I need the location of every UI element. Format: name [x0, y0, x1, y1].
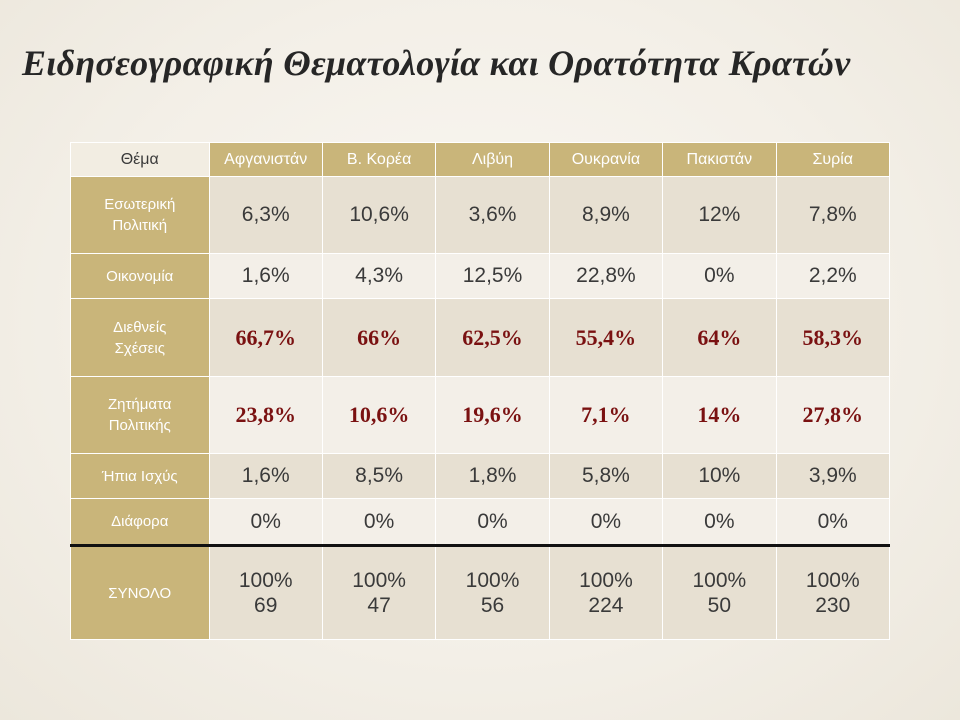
- total-count: 56: [480, 594, 505, 618]
- table-row: Διάφορα 0% 0% 0% 0% 0% 0%: [70, 498, 891, 547]
- table-row: Ήπια Ισχύς 1,6% 8,5% 1,8% 5,8% 10% 3,9%: [70, 453, 891, 500]
- header-topic: Θέμα: [70, 142, 210, 177]
- header-country: Β. Κορέα: [321, 142, 437, 177]
- row-label-line: Σχέσεις: [114, 339, 165, 357]
- table-cell: 14%: [662, 375, 777, 455]
- table-cell: 0%: [662, 253, 777, 300]
- total-percent: 100%: [579, 569, 633, 593]
- total-percent: 100%: [352, 569, 406, 593]
- table-cell: 5,8%: [548, 453, 664, 500]
- total-percent: 100%: [805, 569, 860, 593]
- total-cell: 100% 224: [548, 544, 664, 640]
- row-label: Οικονομία: [70, 253, 210, 300]
- table-cell: 3,9%: [775, 453, 891, 500]
- table-cell: 55,4%: [548, 298, 664, 377]
- table-cell: 0%: [435, 498, 550, 547]
- row-label-line: Διεθνείς: [113, 318, 167, 336]
- table-cell: 2,2%: [775, 253, 891, 300]
- topic-table: Θέμα Αφγανιστάν Β. Κορέα Λιβύη Ουκρανία …: [70, 142, 891, 640]
- row-label: Εσωτερική Πολιτική: [70, 175, 210, 255]
- table-cell: 0%: [208, 498, 323, 547]
- table-cell: 10,6%: [321, 175, 437, 255]
- row-label-line: Οικονομία: [106, 267, 174, 285]
- table-cell: 58,3%: [775, 298, 891, 377]
- total-percent: 100%: [238, 569, 293, 593]
- total-count: 224: [588, 594, 624, 618]
- total-count: 50: [707, 594, 731, 618]
- row-label-line: Πολιτικής: [108, 417, 171, 435]
- table-cell: 8,9%: [548, 175, 664, 255]
- header-country: Συρία: [775, 142, 891, 177]
- table-cell: 0%: [662, 498, 777, 547]
- table-cell: 12,5%: [435, 253, 550, 300]
- table-cell: 0%: [548, 498, 664, 547]
- table-cell: 23,8%: [208, 375, 323, 455]
- table-row: Ζητήματα Πολιτικής 23,8% 10,6% 19,6% 7,1…: [70, 375, 891, 455]
- total-cell: 100% 47: [321, 544, 437, 640]
- total-count: 47: [367, 594, 391, 618]
- table-cell: 6,3%: [208, 175, 323, 255]
- table-row: Εσωτερική Πολιτική 6,3% 10,6% 3,6% 8,9% …: [70, 175, 891, 255]
- table-cell: 1,6%: [208, 253, 323, 300]
- total-label: ΣΥΝΟΛΟ: [70, 544, 210, 640]
- row-label: Διεθνείς Σχέσεις: [70, 298, 210, 377]
- table-cell: 1,6%: [208, 453, 323, 500]
- total-cell: 100% 50: [662, 544, 777, 640]
- table-cell: 66,7%: [208, 298, 323, 377]
- row-label-line: Ζητήματα: [108, 396, 172, 414]
- table-row: Οικονομία 1,6% 4,3% 12,5% 22,8% 0% 2,2%: [70, 253, 891, 300]
- row-label-line: Εσωτερική: [104, 196, 176, 214]
- header-country: Αφγανιστάν: [208, 142, 323, 177]
- table-cell: 66%: [321, 298, 437, 377]
- table-cell: 4,3%: [321, 253, 437, 300]
- total-percent: 100%: [465, 569, 520, 593]
- table-cell: 62,5%: [435, 298, 550, 377]
- table-cell: 7,1%: [548, 375, 664, 455]
- table-cell: 3,6%: [435, 175, 550, 255]
- table-cell: 64%: [662, 298, 777, 377]
- total-count: 230: [815, 594, 851, 618]
- row-label: Ήπια Ισχύς: [70, 453, 210, 500]
- table-cell: 22,8%: [548, 253, 664, 300]
- table-header-row: Θέμα Αφγανιστάν Β. Κορέα Λιβύη Ουκρανία …: [70, 142, 891, 177]
- table-cell: 1,8%: [435, 453, 550, 500]
- header-country: Πακιστάν: [662, 142, 777, 177]
- header-country: Λιβύη: [435, 142, 550, 177]
- total-cell: 100% 69: [208, 544, 323, 640]
- slide-title: Ειδησεογραφική Θεματολογία και Ορατότητα…: [22, 43, 851, 83]
- table-cell: 8,5%: [321, 453, 437, 500]
- table-cell: 27,8%: [775, 375, 891, 455]
- total-cell: 100% 56: [435, 544, 550, 640]
- row-label-line: Διάφορα: [111, 513, 169, 531]
- header-country: Ουκρανία: [548, 142, 664, 177]
- table-cell: 10%: [662, 453, 777, 500]
- table-cell: 19,6%: [435, 375, 550, 455]
- total-cell: 100% 230: [775, 544, 891, 640]
- table-cell: 0%: [321, 498, 437, 547]
- row-label: Διάφορα: [70, 498, 210, 547]
- total-row: ΣΥΝΟΛΟ 100% 69 100% 47 100% 56 100% 224: [70, 544, 891, 640]
- total-count: 69: [254, 594, 278, 618]
- row-label: Ζητήματα Πολιτικής: [70, 375, 210, 455]
- total-percent: 100%: [692, 569, 747, 593]
- table-cell: 0%: [775, 498, 891, 547]
- table-cell: 7,8%: [775, 175, 891, 255]
- row-label-line: Ήπια Ισχύς: [101, 467, 178, 485]
- table-row: Διεθνείς Σχέσεις 66,7% 66% 62,5% 55,4% 6…: [70, 298, 891, 377]
- row-label-line: Πολιτική: [112, 217, 168, 235]
- table-cell: 10,6%: [321, 375, 437, 455]
- table-cell: 12%: [662, 175, 777, 255]
